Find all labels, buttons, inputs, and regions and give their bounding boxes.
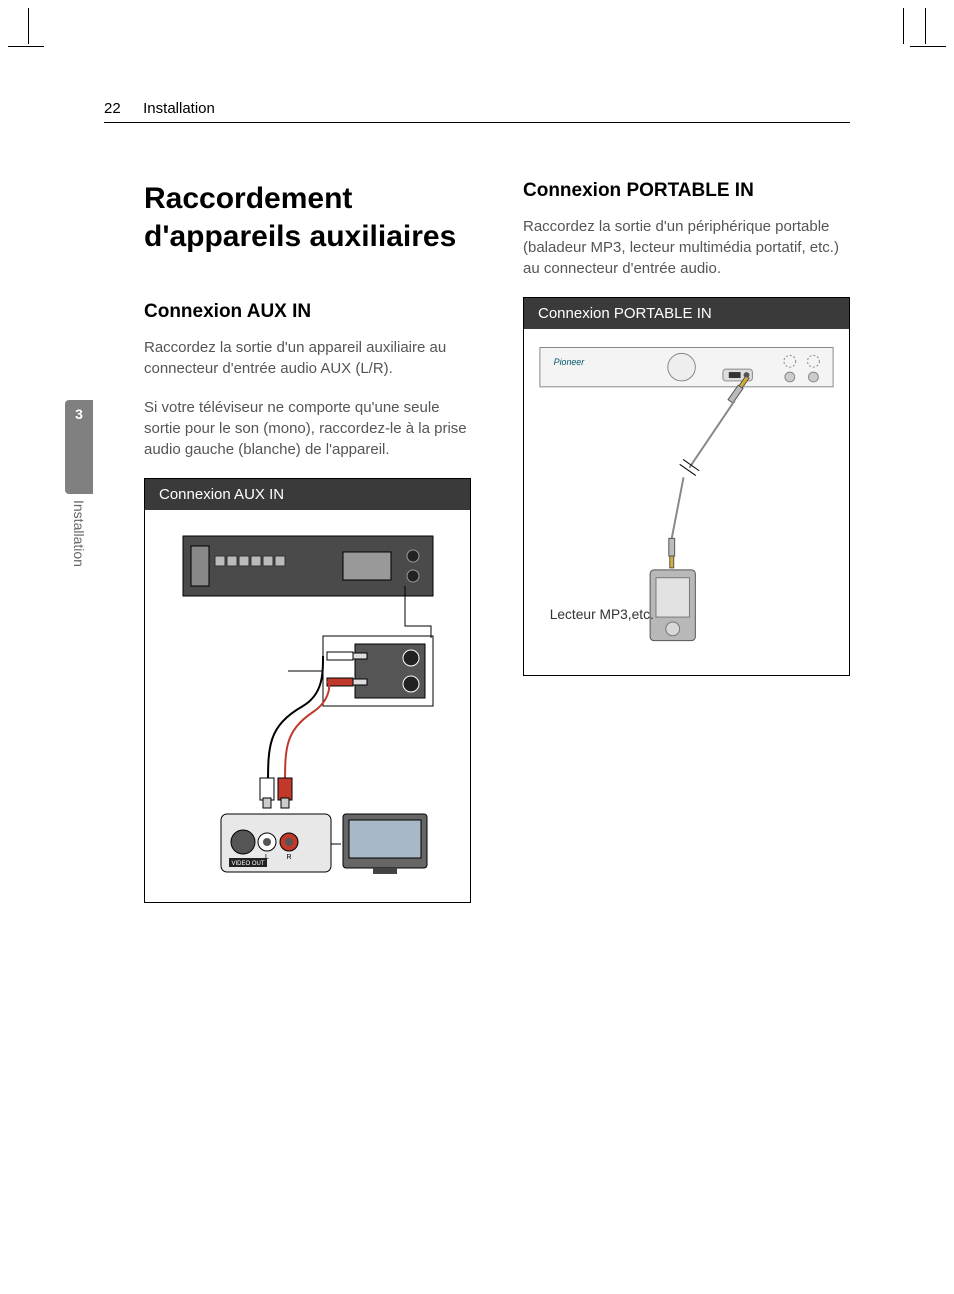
figure-portable: Connexion PORTABLE IN Pioneer <box>523 297 850 676</box>
aux-para-1: Raccordez la sortie d'un appareil auxili… <box>144 337 471 379</box>
content-area: Raccordement d'appareils auxiliaires Con… <box>144 180 850 903</box>
side-tab: 3 Installation <box>65 400 93 567</box>
aux-sub-heading: Connexion AUX IN <box>144 301 471 323</box>
device-label: Lecteur MP3,etc. <box>550 607 654 622</box>
portable-sub-heading: Connexion PORTABLE IN <box>523 180 850 202</box>
header-rule <box>104 122 850 123</box>
brand-label: Pioneer <box>554 357 586 367</box>
figure-aux-title: Connexion AUX IN <box>145 479 470 510</box>
left-column: Raccordement d'appareils auxiliaires Con… <box>144 180 471 903</box>
page-number: 22 <box>104 100 121 117</box>
figure-aux-body: VIDEO OUT L R <box>145 510 470 902</box>
diagram-aux-icon: VIDEO OUT L R <box>173 526 443 886</box>
running-head-title: Installation <box>143 100 215 117</box>
side-tab-index: 3 <box>65 400 93 494</box>
aux-para-2: Si votre téléviseur ne comporte qu'une s… <box>144 397 471 460</box>
figure-aux: Connexion AUX IN <box>144 478 471 903</box>
diagram-portable-icon: Pioneer <box>534 339 839 659</box>
figure-portable-title: Connexion PORTABLE IN <box>524 298 849 329</box>
figure-portable-body: Pioneer <box>524 329 849 675</box>
running-head: 22 Installation <box>104 100 850 124</box>
svg-text:R: R <box>286 854 291 861</box>
main-heading: Raccordement d'appareils auxiliaires <box>144 180 471 255</box>
right-column: Connexion PORTABLE IN Raccordez la sorti… <box>523 180 850 903</box>
portable-para-1: Raccordez la sortie d'un périphérique po… <box>523 216 850 279</box>
svg-text:VIDEO OUT: VIDEO OUT <box>231 861 264 867</box>
svg-text:L: L <box>265 854 269 861</box>
side-tab-label: Installation <box>71 500 87 567</box>
